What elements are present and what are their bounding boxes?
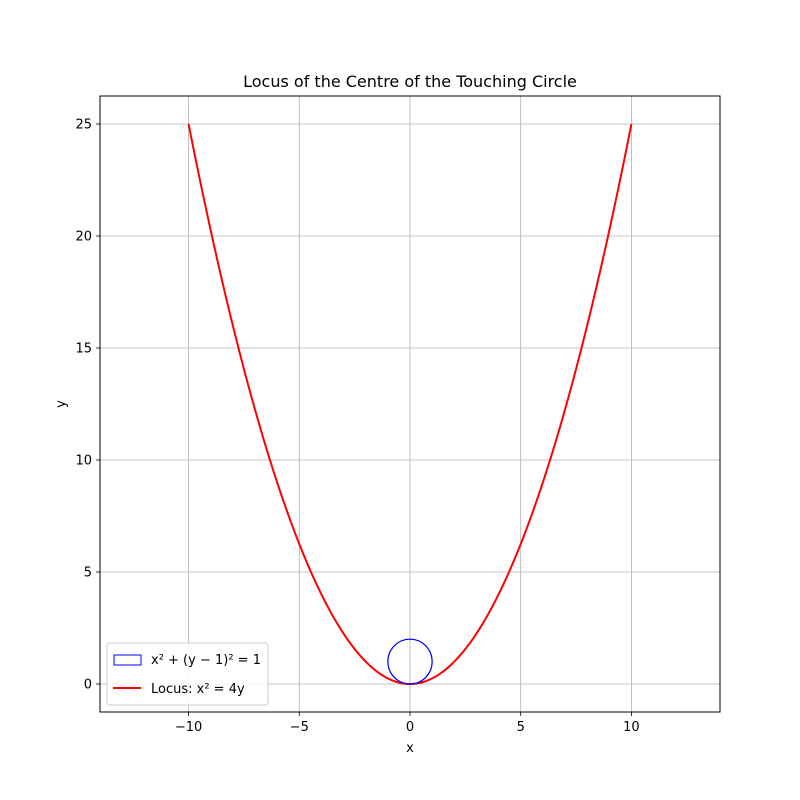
y-tick-label: 20 [75,230,92,245]
x-axis-label: x [406,741,414,756]
x-tick-label: −5 [290,720,309,735]
legend: x² + (y − 1)² = 1 Locus: x² = 4y [106,642,269,706]
plot-area [187,123,633,686]
ticks: −10 −5 0 5 10 0 5 10 15 20 25 [75,118,639,736]
legend-locus-label: Locus: x² = 4y [151,682,245,697]
y-tick-label: 25 [75,118,92,133]
chart-title: Locus of the Centre of the Touching Circ… [243,72,577,91]
legend-circle-label: x² + (y − 1)² = 1 [151,653,261,668]
x-tick-label: 10 [623,720,640,735]
y-axis-label: y [54,400,69,408]
y-tick-label: 5 [84,566,92,581]
x-tick-label: 5 [517,720,525,735]
legend-box [106,642,269,706]
y-tick-label: 0 [84,678,92,693]
x-tick-label: −10 [175,720,202,735]
y-tick-label: 15 [75,342,92,357]
legend-circle-swatch [113,654,142,666]
x-tick-label: 0 [406,720,414,735]
y-tick-label: 10 [75,454,92,469]
circle-curve [387,638,433,685]
grid [100,96,720,712]
